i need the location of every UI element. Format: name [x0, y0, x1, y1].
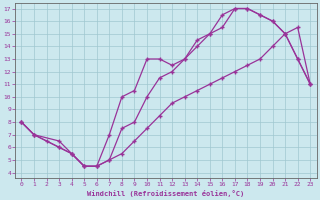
- X-axis label: Windchill (Refroidissement éolien,°C): Windchill (Refroidissement éolien,°C): [87, 190, 244, 197]
